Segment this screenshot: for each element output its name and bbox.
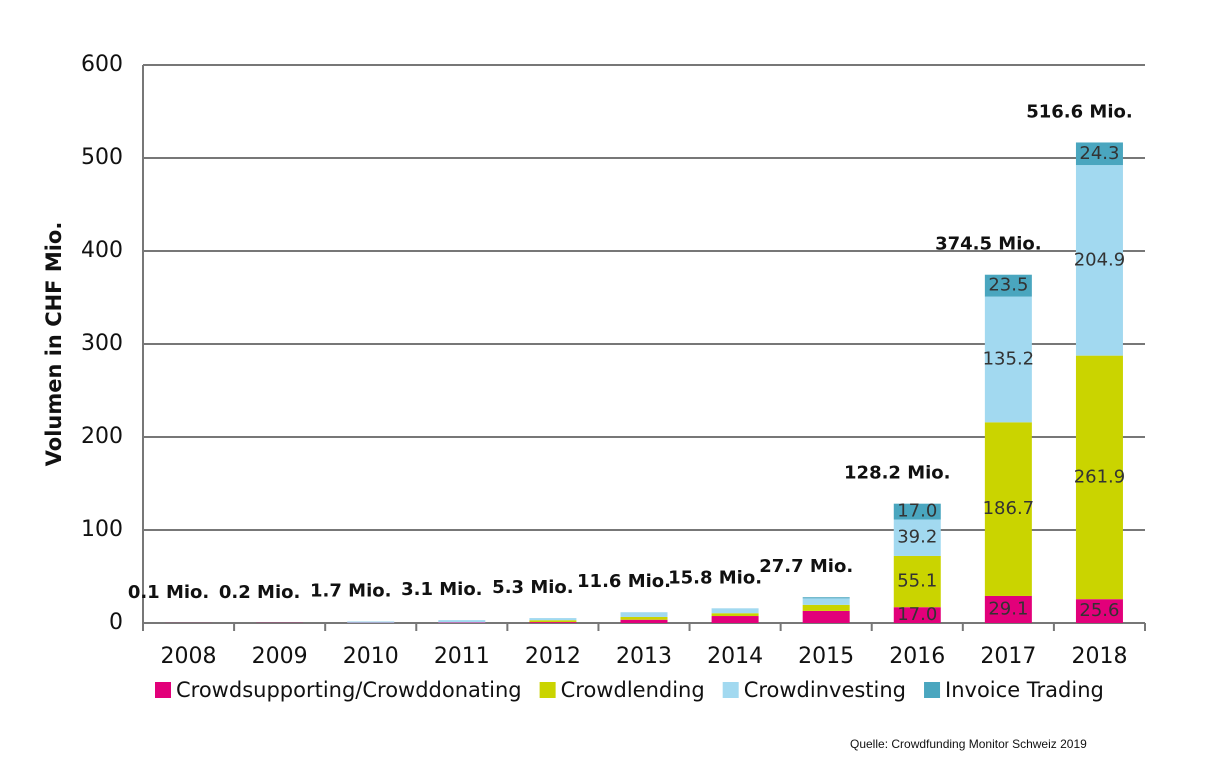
bar-segment xyxy=(711,613,759,617)
bar-segment xyxy=(711,616,759,623)
total-label: 3.1 Mio. xyxy=(401,579,482,600)
bar-segment xyxy=(893,555,941,608)
value-label: 29.1 xyxy=(988,598,1028,619)
y-tick-label: 500 xyxy=(81,145,123,170)
y-axis-label: Volumen in CHF Mio. xyxy=(42,222,66,467)
bar-segment xyxy=(620,616,668,620)
bar-segment xyxy=(893,607,941,623)
total-label: 128.2 Mio. xyxy=(844,463,951,484)
bar-segment xyxy=(620,612,668,617)
value-label: 17.0 xyxy=(897,604,937,625)
bar-segment xyxy=(529,622,577,623)
bar-segment xyxy=(893,503,941,520)
value-label: 186.7 xyxy=(983,498,1035,519)
bar-segment xyxy=(347,621,395,623)
value-label: 204.9 xyxy=(1074,249,1126,270)
total-label: 0.2 Mio. xyxy=(219,582,300,603)
x-tick-label: 2011 xyxy=(434,644,490,669)
legend-label: Crowdinvesting xyxy=(744,678,906,702)
legend-swatch xyxy=(155,682,171,698)
value-label: 39.2 xyxy=(897,527,937,548)
total-label: 15.8 Mio. xyxy=(668,567,762,588)
bar-segment xyxy=(1075,355,1123,600)
total-label: 5.3 Mio. xyxy=(492,577,573,598)
value-label: 24.3 xyxy=(1079,143,1119,164)
x-tick-label: 2008 xyxy=(161,644,217,669)
bar-segment xyxy=(529,618,577,621)
value-label: 25.6 xyxy=(1079,600,1119,621)
x-tick-label: 2013 xyxy=(616,644,672,669)
total-label: 0.1 Mio. xyxy=(128,582,209,603)
y-tick-label: 200 xyxy=(81,424,123,449)
y-tick-label: 100 xyxy=(81,517,123,542)
y-tick-label: 600 xyxy=(81,52,123,77)
bar-segment xyxy=(711,608,759,614)
bar-segment xyxy=(984,274,1032,297)
bar-segment xyxy=(984,595,1032,623)
bar-segment xyxy=(529,620,577,623)
total-label: 27.7 Mio. xyxy=(759,556,853,577)
value-label: 135.2 xyxy=(983,348,1035,369)
x-tick-label: 2014 xyxy=(707,644,763,669)
x-tick-label: 2012 xyxy=(525,644,581,669)
total-label: 1.7 Mio. xyxy=(310,580,391,601)
bar-segment xyxy=(438,620,486,623)
total-label: 516.6 Mio. xyxy=(1026,101,1133,122)
x-tick-label: 2015 xyxy=(798,644,854,669)
y-tick-label: 0 xyxy=(109,610,123,635)
legend-swatch xyxy=(722,682,739,698)
x-tick-label: 2016 xyxy=(889,644,945,669)
legend-label: Crowdlending xyxy=(561,678,705,702)
total-label: 11.6 Mio. xyxy=(577,571,671,592)
value-label: 17.0 xyxy=(897,501,937,522)
bar-segment xyxy=(1075,599,1123,623)
total-label: 374.5 Mio. xyxy=(935,234,1042,255)
x-tick-label: 2010 xyxy=(343,644,399,669)
bar-segment xyxy=(802,604,850,611)
x-tick-label: 2009 xyxy=(252,644,308,669)
y-tick-label: 400 xyxy=(81,238,123,263)
bar-segment xyxy=(984,422,1032,596)
legend-label: Crowdsupporting/Crowddonating xyxy=(176,678,522,702)
x-tick-label: 2018 xyxy=(1071,644,1127,669)
bar-segment xyxy=(802,610,850,623)
x-tick-label: 2017 xyxy=(980,644,1036,669)
legend-label: Invoice Trading xyxy=(945,678,1104,702)
bar-segment xyxy=(984,296,1032,423)
legend-swatch xyxy=(539,682,556,698)
bar-segment xyxy=(620,619,668,623)
value-label: 55.1 xyxy=(897,571,937,592)
y-tick-label: 300 xyxy=(81,331,123,356)
legend-swatch xyxy=(924,682,941,698)
source-note: Quelle: Crowdfunding Monitor Schweiz 201… xyxy=(850,737,1087,751)
bar-segment xyxy=(802,597,850,599)
bar-segment xyxy=(1075,142,1123,166)
bar-segment xyxy=(893,519,941,556)
bar-segment xyxy=(1075,165,1123,356)
value-label: 23.5 xyxy=(988,275,1028,296)
value-label: 261.9 xyxy=(1074,466,1126,487)
bar-segment xyxy=(802,598,850,605)
